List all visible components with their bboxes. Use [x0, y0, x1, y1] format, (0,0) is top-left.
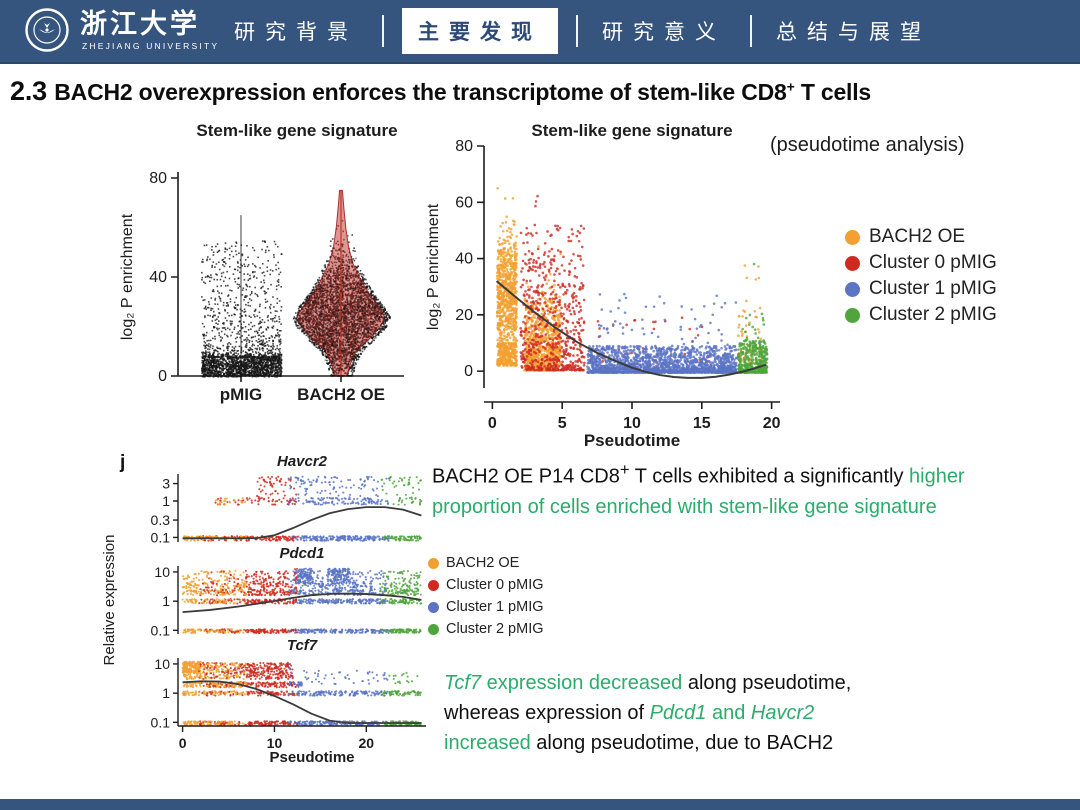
- legend-dot-icon: [845, 229, 860, 245]
- pseudotime-figure: [424, 120, 798, 446]
- footer-bar: [0, 799, 1080, 810]
- legend-item: BACH2 OE: [845, 224, 997, 250]
- legend-label: BACH2 OE: [446, 555, 520, 571]
- legend-label: Cluster 1 pMIG: [446, 599, 544, 615]
- tab-research-background[interactable]: 研究背景: [234, 21, 358, 44]
- legend-item: Cluster 0 pMIG: [428, 574, 544, 596]
- violin-chart-canvas: [116, 120, 416, 434]
- header-tabs: 研究背景 主要发现 研究意义 总结与展望: [228, 0, 1068, 62]
- legend-dot-icon: [845, 307, 860, 323]
- legend-label: Cluster 0 pMIG: [446, 577, 544, 593]
- university-logo: 浙江大学 ZHEJIANG UNIVERSITY: [24, 7, 219, 53]
- legend-label: Cluster 0 pMIG: [869, 252, 997, 273]
- tab-main-findings[interactable]: 主要发现: [402, 8, 558, 54]
- legend-item: Cluster 1 pMIG: [428, 596, 544, 618]
- tab-separator: [382, 15, 384, 47]
- legend-label: Cluster 2 pMIG: [869, 304, 997, 325]
- finding-text: BACH2 OE P14 CD8+ T cells exhibited a si…: [432, 460, 965, 518]
- legend-pseudotime: BACH2 OE Cluster 0 pMIG Cluster 1 pMIG Clus…: [845, 224, 997, 328]
- tab-research-significance[interactable]: 研究意义: [602, 21, 726, 44]
- legend-item: BACH2 OE: [428, 552, 544, 574]
- header-bar: 浙江大学 ZHEJIANG UNIVERSITY 研究背景 主要发现 研究意义 总结与…: [0, 0, 1080, 64]
- legend-label: Cluster 1 pMIG: [869, 278, 997, 299]
- legend-dot-icon: [428, 579, 439, 591]
- legend-dot-icon: [845, 255, 860, 271]
- page-title: 2.3 BACH2 overexpression enforces the tr…: [10, 76, 872, 106]
- legend-label: BACH2 OE: [869, 226, 966, 247]
- gene-trends-figure: [100, 450, 436, 762]
- legend-dot-icon: [428, 601, 439, 613]
- legend-genes: BACH2 OE Cluster 0 pMIG Cluster 1 pMIG Clus…: [428, 552, 544, 640]
- pseudotime-note: (pseudotime analysis): [770, 134, 965, 156]
- tab-summary-outlook[interactable]: 总结与展望: [776, 21, 931, 44]
- legend-item: Cluster 2 pMIG: [845, 302, 997, 328]
- violin-figure: [116, 120, 416, 434]
- legend-item: Cluster 1 pMIG: [845, 276, 997, 302]
- tab-separator: [576, 15, 578, 47]
- conclusion-text: Tcf7 expression decreased along pseudoti…: [444, 672, 852, 754]
- logo-en-text: ZHEJIANG UNIVERSITY: [82, 41, 220, 51]
- logo-cn-text: 浙江大学: [80, 9, 200, 39]
- legend-dot-icon: [428, 623, 439, 635]
- university-seal-icon: [25, 8, 69, 52]
- legend-item: Cluster 2 pMIG: [428, 618, 544, 640]
- pseudotime-scatter-canvas: [424, 120, 798, 446]
- gene-expression-canvas: [100, 450, 436, 762]
- legend-label: Cluster 2 pMIG: [446, 621, 544, 637]
- tab-separator: [750, 15, 752, 47]
- legend-dot-icon: [428, 557, 439, 569]
- legend-dot-icon: [845, 281, 860, 297]
- legend-item: Cluster 0 pMIG: [845, 250, 997, 276]
